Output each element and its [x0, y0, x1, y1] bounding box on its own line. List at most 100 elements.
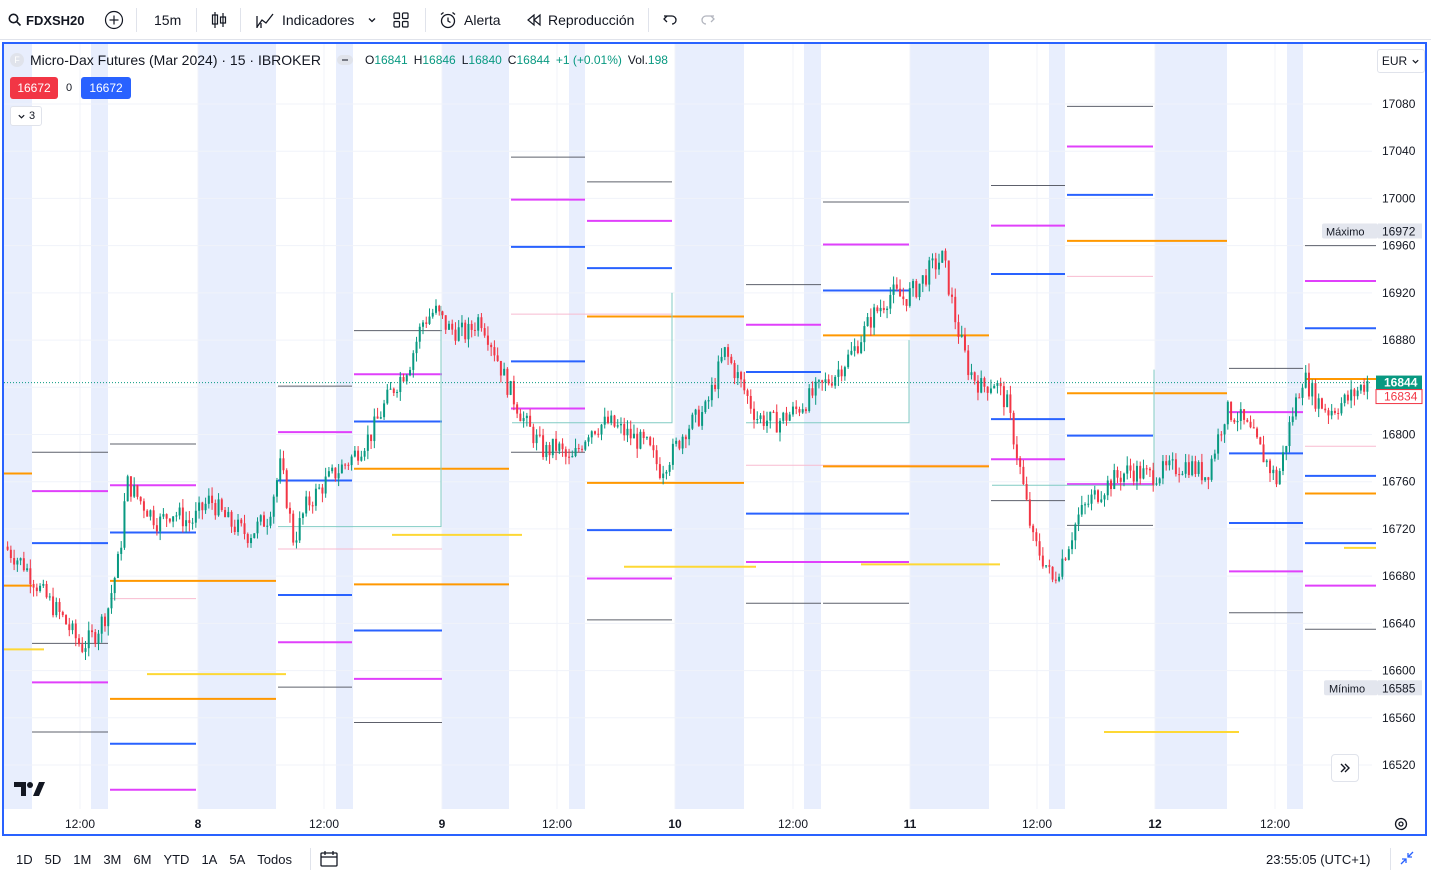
candle-up [305, 496, 308, 514]
candle-down [1132, 470, 1135, 482]
candle-down [1307, 372, 1310, 397]
candle-down [1262, 444, 1265, 463]
chart-settings-button[interactable] [1393, 816, 1409, 834]
candle-up [1217, 434, 1220, 454]
candle-up [16, 560, 19, 565]
layout-button[interactable] [392, 0, 410, 40]
candle-up [1100, 499, 1103, 502]
candle-up [353, 450, 356, 457]
replay-button[interactable]: Reproducción [526, 0, 634, 40]
alert-button[interactable]: Alerta [438, 0, 501, 40]
indicators-collapse-button[interactable]: 3 [10, 106, 42, 126]
candle-up [574, 448, 577, 457]
range-5y[interactable]: 5A [229, 851, 246, 867]
chart-type-button[interactable] [210, 0, 228, 40]
candle-down [516, 404, 519, 414]
candle-down [869, 317, 872, 328]
candle-up [383, 403, 386, 418]
candle-up [723, 347, 726, 357]
candle-down [402, 376, 405, 382]
range-3m[interactable]: 3M [103, 851, 122, 867]
symbol-search[interactable]: FDXSH20 [8, 0, 85, 40]
candle-down [512, 381, 515, 405]
candle-down [740, 372, 743, 380]
candle-up [665, 471, 668, 474]
candle-up [431, 312, 434, 317]
range-all[interactable]: Todos [257, 851, 292, 867]
candle-up [415, 341, 418, 354]
candle-up [918, 283, 921, 298]
candle-up [941, 250, 944, 263]
candle-up [1223, 424, 1226, 435]
candle-up [707, 400, 710, 402]
buy-button[interactable]: 16672 [81, 77, 131, 99]
redo-button[interactable] [700, 0, 716, 40]
candle-down [1200, 462, 1203, 481]
candle-down [1259, 437, 1262, 445]
sell-button[interactable]: 16672 [10, 77, 58, 99]
candle-down [1346, 394, 1349, 401]
candle-down [240, 519, 243, 524]
range-ytd[interactable]: YTD [163, 851, 190, 867]
candle-down [963, 334, 966, 351]
candle-up [399, 376, 402, 393]
candle-up [331, 467, 334, 472]
price-axis-label: 16680 [1382, 569, 1416, 583]
candle-down [730, 356, 733, 363]
price-chart[interactable]: 16520 16560 16600 16640 16680 16720 16760 16800… [4, 44, 1425, 834]
gear-icon [1394, 817, 1408, 831]
candle-up [97, 633, 100, 644]
candle-up [931, 258, 934, 261]
indicators-button[interactable]: Indicadores [255, 0, 354, 40]
candle-down [652, 445, 655, 451]
candle-down [22, 558, 25, 571]
bottom-toolbar: 1D 5D 1M 3M 6M YTD 1A 5A Todos 23:55:05 … [0, 840, 1431, 878]
tradingview-logo[interactable] [14, 780, 46, 803]
candle-down [548, 445, 551, 456]
candle-up [428, 316, 431, 324]
max-label: Máximo [1326, 226, 1365, 238]
range-1m[interactable]: 1M [73, 851, 92, 867]
range-1y[interactable]: 1A [201, 851, 218, 867]
candle-down [678, 440, 681, 449]
open-key: O [364, 53, 375, 67]
low-value: 16840 [468, 53, 502, 67]
time-axis-label: 12:00 [778, 817, 808, 831]
templates-dropdown[interactable] [367, 0, 377, 40]
candle-down [532, 426, 535, 444]
maximize-button[interactable] [1400, 851, 1414, 868]
currency-selector[interactable]: EUR [1377, 49, 1425, 73]
chart-pane[interactable]: 16520 16560 16600 16640 16680 16720 16760 16800… [2, 42, 1427, 836]
candle-up [207, 495, 210, 504]
undo-button[interactable] [662, 0, 678, 40]
candle-up [688, 428, 691, 440]
candle-up [616, 425, 619, 427]
interval-button[interactable]: 15m [154, 0, 181, 40]
range-1d[interactable]: 1D [16, 851, 33, 867]
toolbar-divider [240, 8, 241, 32]
alarm-clock-icon [440, 11, 456, 29]
undo-icon [663, 15, 677, 25]
candle-up [600, 424, 603, 435]
scroll-to-realtime-button[interactable] [1331, 754, 1359, 782]
candle-down [727, 347, 730, 357]
candle-down [967, 350, 970, 376]
candle-down [282, 458, 285, 471]
hide-legend-button[interactable] [336, 55, 353, 65]
candle-down [629, 428, 632, 439]
candle-up [159, 516, 162, 532]
goto-date-button[interactable] [319, 850, 339, 868]
compare-button[interactable] [104, 0, 124, 40]
session-band [1155, 44, 1227, 809]
candle-down [915, 281, 918, 298]
range-5d[interactable]: 5D [44, 851, 62, 867]
price-axis-label: 16800 [1382, 428, 1416, 442]
clock-timezone[interactable]: 23:55:05 (UTC+1) [1266, 851, 1371, 867]
candle-down [473, 329, 476, 331]
candle-up [373, 416, 376, 442]
candle-up [434, 305, 437, 313]
range-6m[interactable]: 6M [133, 851, 152, 867]
candle-up [460, 322, 463, 328]
candle-down [905, 299, 908, 306]
legend-title[interactable]: Micro-Dax Futures (Mar 2024) · 15 · IBRO… [30, 52, 321, 68]
